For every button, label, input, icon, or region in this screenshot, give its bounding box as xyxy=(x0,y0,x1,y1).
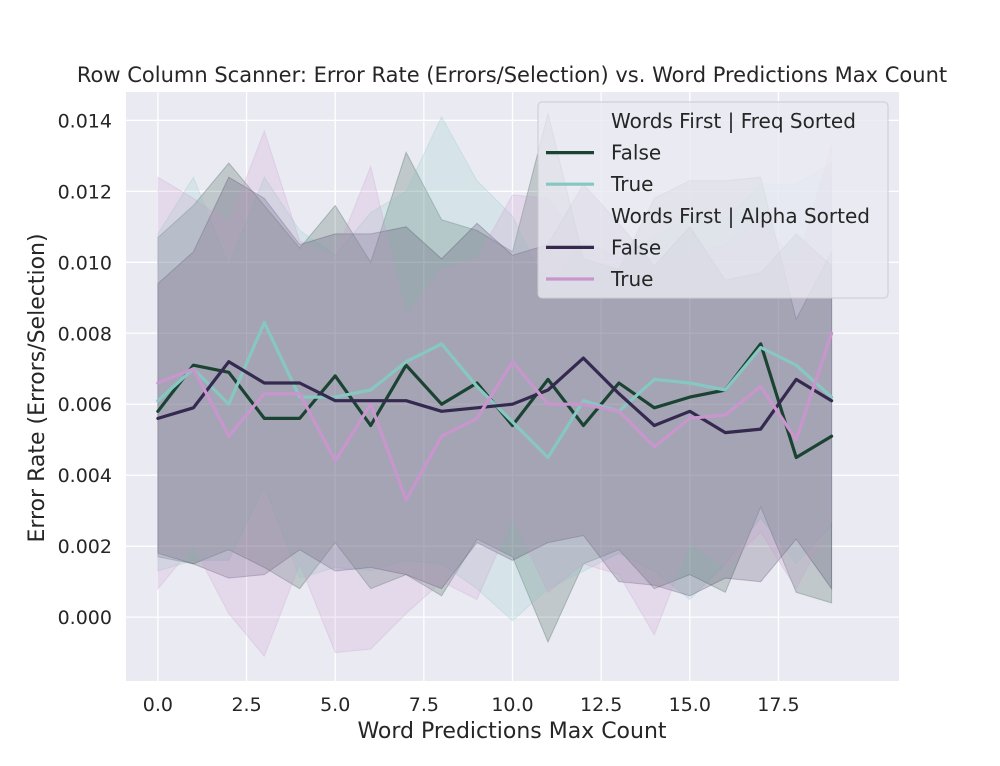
legend-label: False xyxy=(611,235,661,259)
x-tick-label: 5.0 xyxy=(320,694,350,716)
y-tick-label: 0.002 xyxy=(58,536,112,558)
x-axis: 0.0 2.5 5.0 7.5 10.0 12.5 15.0 17.5 xyxy=(143,694,800,716)
x-axis-label: Word Predictions Max Count xyxy=(357,719,666,744)
x-tick-label: 2.5 xyxy=(231,694,261,716)
series-line-2 xyxy=(156,321,834,460)
legend: Words First | Freq Sorted False True Words … xyxy=(537,101,889,299)
x-tick-label: 10.0 xyxy=(491,694,533,716)
y-tick-label: 0.006 xyxy=(58,394,112,416)
y-tick-label: 0.004 xyxy=(58,465,112,487)
y-tick-label: 0.012 xyxy=(58,181,112,203)
y-tick-label: 0.010 xyxy=(58,252,112,274)
y-axis-label: Error Rate (Errors/Selection) xyxy=(25,233,50,542)
series-line-3 xyxy=(156,356,834,435)
y-tick-label: 0.000 xyxy=(58,607,112,629)
legend-group-title: Words First | Alpha Sorted xyxy=(611,204,870,228)
chart-title: Row Column Scanner: Error Rate (Errors/S… xyxy=(77,63,947,87)
series-lines xyxy=(156,321,834,502)
y-tick-label: 0.008 xyxy=(58,323,112,345)
legend-group-title: Words First | Freq Sorted xyxy=(611,109,856,133)
legend-label: True xyxy=(610,172,653,196)
series-line-4 xyxy=(156,331,834,502)
legend-label: False xyxy=(611,141,661,165)
y-tick-label: 0.014 xyxy=(58,110,112,132)
x-tick-label: 7.5 xyxy=(409,694,439,716)
x-tick-label: 0.0 xyxy=(143,694,173,716)
x-tick-label: 12.5 xyxy=(580,694,622,716)
x-tick-label: 15.0 xyxy=(669,694,711,716)
legend-label: True xyxy=(610,267,653,291)
legend-box xyxy=(537,101,889,299)
y-axis: 0.000 0.002 0.004 0.006 0.008 0.010 0.012 0.014 xyxy=(58,110,112,629)
x-tick-label: 17.5 xyxy=(757,694,799,716)
